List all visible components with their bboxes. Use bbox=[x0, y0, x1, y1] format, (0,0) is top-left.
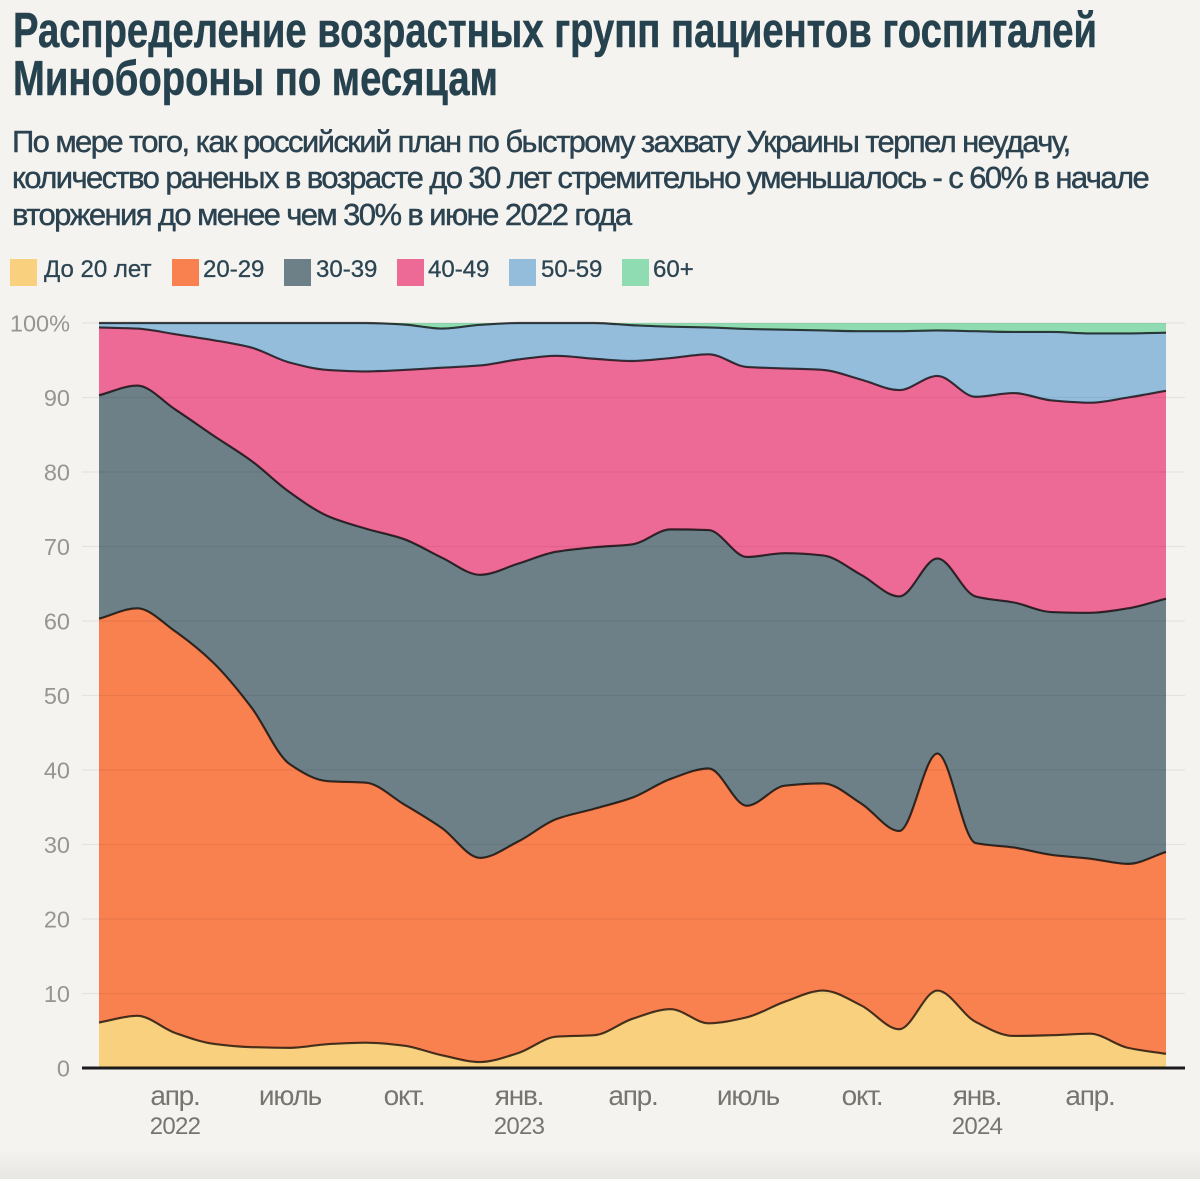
svg-text:30: 30 bbox=[44, 832, 70, 858]
svg-text:апр.: апр. bbox=[608, 1080, 657, 1111]
svg-text:70: 70 bbox=[44, 534, 70, 560]
svg-text:100%: 100% bbox=[10, 311, 70, 337]
svg-text:20: 20 bbox=[44, 907, 70, 933]
svg-text:0: 0 bbox=[57, 1056, 70, 1082]
svg-text:апр.: апр. bbox=[150, 1080, 199, 1111]
svg-text:2022: 2022 bbox=[150, 1113, 201, 1140]
svg-text:янв.: янв. bbox=[495, 1080, 543, 1111]
svg-text:2023: 2023 bbox=[494, 1113, 545, 1140]
svg-text:50: 50 bbox=[44, 683, 70, 709]
svg-text:июль: июль bbox=[259, 1080, 322, 1111]
svg-text:60: 60 bbox=[44, 609, 70, 635]
svg-text:июль: июль bbox=[717, 1080, 780, 1111]
svg-text:окт.: окт. bbox=[842, 1080, 883, 1111]
svg-text:90: 90 bbox=[44, 385, 70, 411]
svg-text:10: 10 bbox=[44, 981, 70, 1007]
svg-text:апр.: апр. bbox=[1065, 1080, 1114, 1111]
svg-text:40: 40 bbox=[44, 758, 70, 784]
svg-text:янв.: янв. bbox=[953, 1080, 1001, 1111]
svg-text:2024: 2024 bbox=[952, 1113, 1003, 1140]
svg-text:окт.: окт. bbox=[384, 1080, 425, 1111]
svg-text:80: 80 bbox=[44, 460, 70, 486]
